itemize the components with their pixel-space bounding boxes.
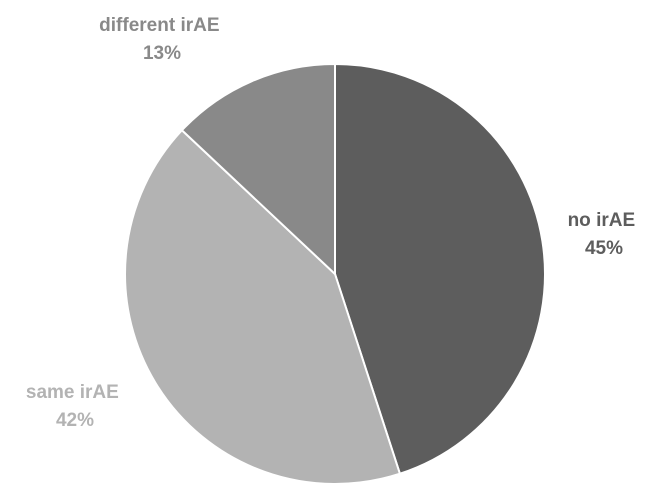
slice-name-no-irae: no irAE (568, 210, 636, 231)
slice-percent-no-irae: 45% (585, 238, 623, 259)
slice-label-different-irae: different irAE 13% (99, 15, 225, 64)
pie-slice-different-irae (180, 62, 336, 277)
slice-percent-same-irae: 42% (56, 410, 94, 431)
slice-percent-different-irae: 13% (143, 43, 181, 64)
slice-name-different-irae: different irAE (99, 15, 219, 36)
pie-slice-same-irae (124, 128, 402, 483)
pie-slice-no-irae (334, 62, 546, 475)
slice-label-no-irae: no irAE 45% (568, 210, 641, 259)
slice-name-same-irae: same irAE (26, 382, 119, 403)
slice-label-same-irae: same irAE 42% (26, 382, 124, 431)
pie-slices (124, 62, 546, 483)
pie-labels: no irAE 45% same irAE 42% different irAE… (26, 15, 641, 431)
